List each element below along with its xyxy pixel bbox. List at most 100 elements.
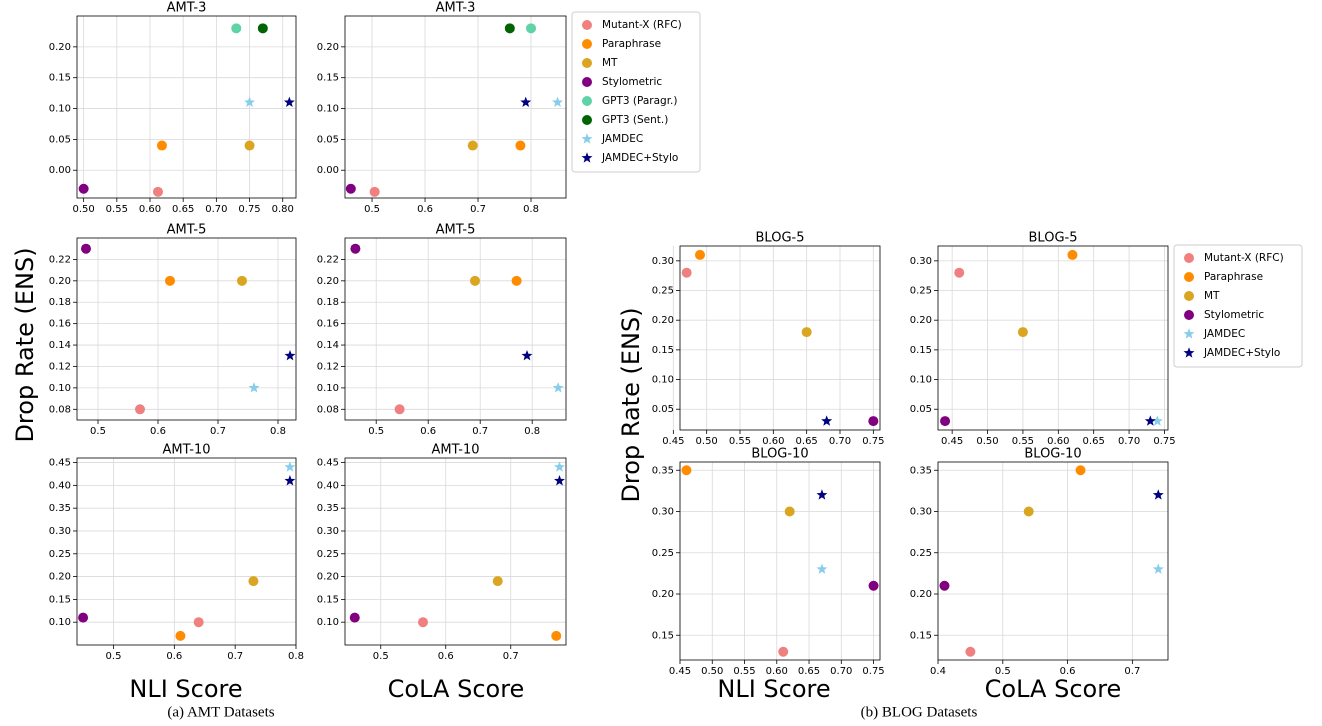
panel-title: AMT-5 xyxy=(167,223,207,238)
x-tick-label: 0.5 xyxy=(106,651,122,662)
panel-title: AMT-10 xyxy=(431,443,479,458)
series: JAMDEC+Stylo xyxy=(816,489,828,500)
point xyxy=(156,140,167,151)
y-tick-label: 0.15 xyxy=(317,73,339,84)
axes-frame xyxy=(937,461,1169,661)
point xyxy=(193,617,204,628)
point xyxy=(165,275,175,286)
series: GPT3 (Sent.) xyxy=(504,23,515,34)
y-tick-label: 0.18 xyxy=(49,297,71,308)
x-tick-label: 0.5 xyxy=(373,651,389,662)
panel-title: BLOG-5 xyxy=(1029,231,1078,246)
y-tick-label: 0.15 xyxy=(910,630,932,641)
x-tick-label: 0.55 xyxy=(729,436,751,447)
y-tick-label: 0.30 xyxy=(49,526,71,537)
y-tick-label: 0.30 xyxy=(910,507,932,518)
series: Stylometric xyxy=(868,416,879,427)
y-tick-label: 0.15 xyxy=(910,345,932,356)
series: Mutant-X (RFC) xyxy=(369,186,380,197)
y-tick-label: 0.20 xyxy=(910,315,932,326)
star-marker xyxy=(520,96,532,108)
point xyxy=(257,23,268,34)
star-marker xyxy=(816,563,828,574)
y-tick-label: 0.22 xyxy=(317,254,339,265)
star-marker xyxy=(248,382,260,393)
x-tick-label: 0.60 xyxy=(1047,436,1069,447)
legend-marker xyxy=(581,133,593,144)
y-tick-label: 0.25 xyxy=(49,549,71,560)
x-tick-label: 0.70 xyxy=(205,204,227,215)
x-tick-label: 0.5 xyxy=(364,204,380,215)
series: JAMDEC xyxy=(816,563,828,574)
y-tick-label: 0.15 xyxy=(49,594,71,605)
series: MT xyxy=(470,275,480,286)
panel-title: AMT-10 xyxy=(162,443,210,458)
legend-label: JAMDEC xyxy=(1203,328,1245,340)
series: Stylometric xyxy=(940,416,951,427)
x-tick-label: 0.65 xyxy=(796,436,818,447)
point xyxy=(801,327,812,338)
series: JAMDEC+Stylo xyxy=(283,96,295,108)
x-tick-label: 0.75 xyxy=(862,666,884,677)
legend-marker xyxy=(581,152,593,163)
axes-frame xyxy=(679,245,881,431)
legend-label: JAMDEC xyxy=(601,133,643,145)
x-tick-label: 0.70 xyxy=(829,436,851,447)
series: Paraphrase xyxy=(515,140,526,151)
caption: (a) AMT Datasets xyxy=(167,704,274,720)
x-tick-label: 0.60 xyxy=(762,436,784,447)
x-tick-label: 0.6 xyxy=(438,651,454,662)
legend-marker xyxy=(1184,310,1194,320)
x-tick-label: 0.7 xyxy=(503,651,519,662)
series: Paraphrase xyxy=(1067,249,1078,260)
panel: BLOG-10 0.4 0.5 0.6 0.7 0.15 0.20 0.25 0.30 0.35 M… xyxy=(910,447,1169,677)
x-tick-label: 0.4 xyxy=(930,666,946,677)
series: JAMDEC+Stylo xyxy=(520,96,532,108)
series: GPT3 (Paragr.) xyxy=(526,23,537,34)
axes-frame xyxy=(76,237,297,421)
legend-marker xyxy=(1183,328,1195,339)
y-tick-label: 0.05 xyxy=(317,134,339,145)
series: Stylometric xyxy=(349,612,360,623)
series: Paraphrase xyxy=(551,630,562,641)
series: JAMDEC xyxy=(552,96,563,108)
series: JAMDEC+Stylo xyxy=(521,350,533,361)
series: Paraphrase xyxy=(681,465,692,476)
axes-frame xyxy=(76,15,297,199)
series: Paraphrase xyxy=(1075,465,1086,476)
y-tick-label: 0.30 xyxy=(652,256,674,267)
point xyxy=(350,243,361,254)
x-tick-label: 0.6 xyxy=(417,204,433,215)
series: Mutant-X (RFC) xyxy=(778,646,789,657)
point xyxy=(1067,249,1078,260)
point xyxy=(868,416,879,427)
axes-frame xyxy=(937,245,1169,431)
x-tick-label: 0.50 xyxy=(701,666,723,677)
y-tick-label: 0.20 xyxy=(49,42,71,53)
point xyxy=(345,183,356,194)
series: Mutant-X (RFC) xyxy=(135,404,145,415)
point xyxy=(965,646,976,657)
point xyxy=(526,23,537,34)
y-tick-label: 0.05 xyxy=(910,404,932,415)
x-tick-label: 0.45 xyxy=(662,436,684,447)
y-tick-label: 0.25 xyxy=(652,548,674,559)
point xyxy=(135,404,145,415)
y-tick-label: 0.40 xyxy=(317,480,339,491)
legend: Mutant-X (RFC) Paraphrase MT Stylometric GPT… xyxy=(571,11,701,173)
series: JAMDEC+Stylo xyxy=(554,475,565,486)
legend-marker xyxy=(1184,253,1194,263)
panel-title: AMT-3 xyxy=(436,1,476,16)
star-marker xyxy=(554,475,565,486)
legend-marker xyxy=(582,96,592,106)
panel: AMT-5 0.5 0.6 0.7 0.8 0.08 0.10 0.12 0.14 0.16 0.1… xyxy=(49,223,297,437)
star-marker xyxy=(521,350,533,361)
x-tick-label: 0.5 xyxy=(90,426,106,437)
point xyxy=(394,404,405,415)
star-marker xyxy=(244,96,256,108)
x-tick-label: 0.7 xyxy=(1124,666,1140,677)
y-tick-label: 0.10 xyxy=(910,375,932,386)
y-tick-label: 0.30 xyxy=(652,507,674,518)
x-axis-label: NLI Score xyxy=(717,675,830,703)
point xyxy=(504,23,515,34)
